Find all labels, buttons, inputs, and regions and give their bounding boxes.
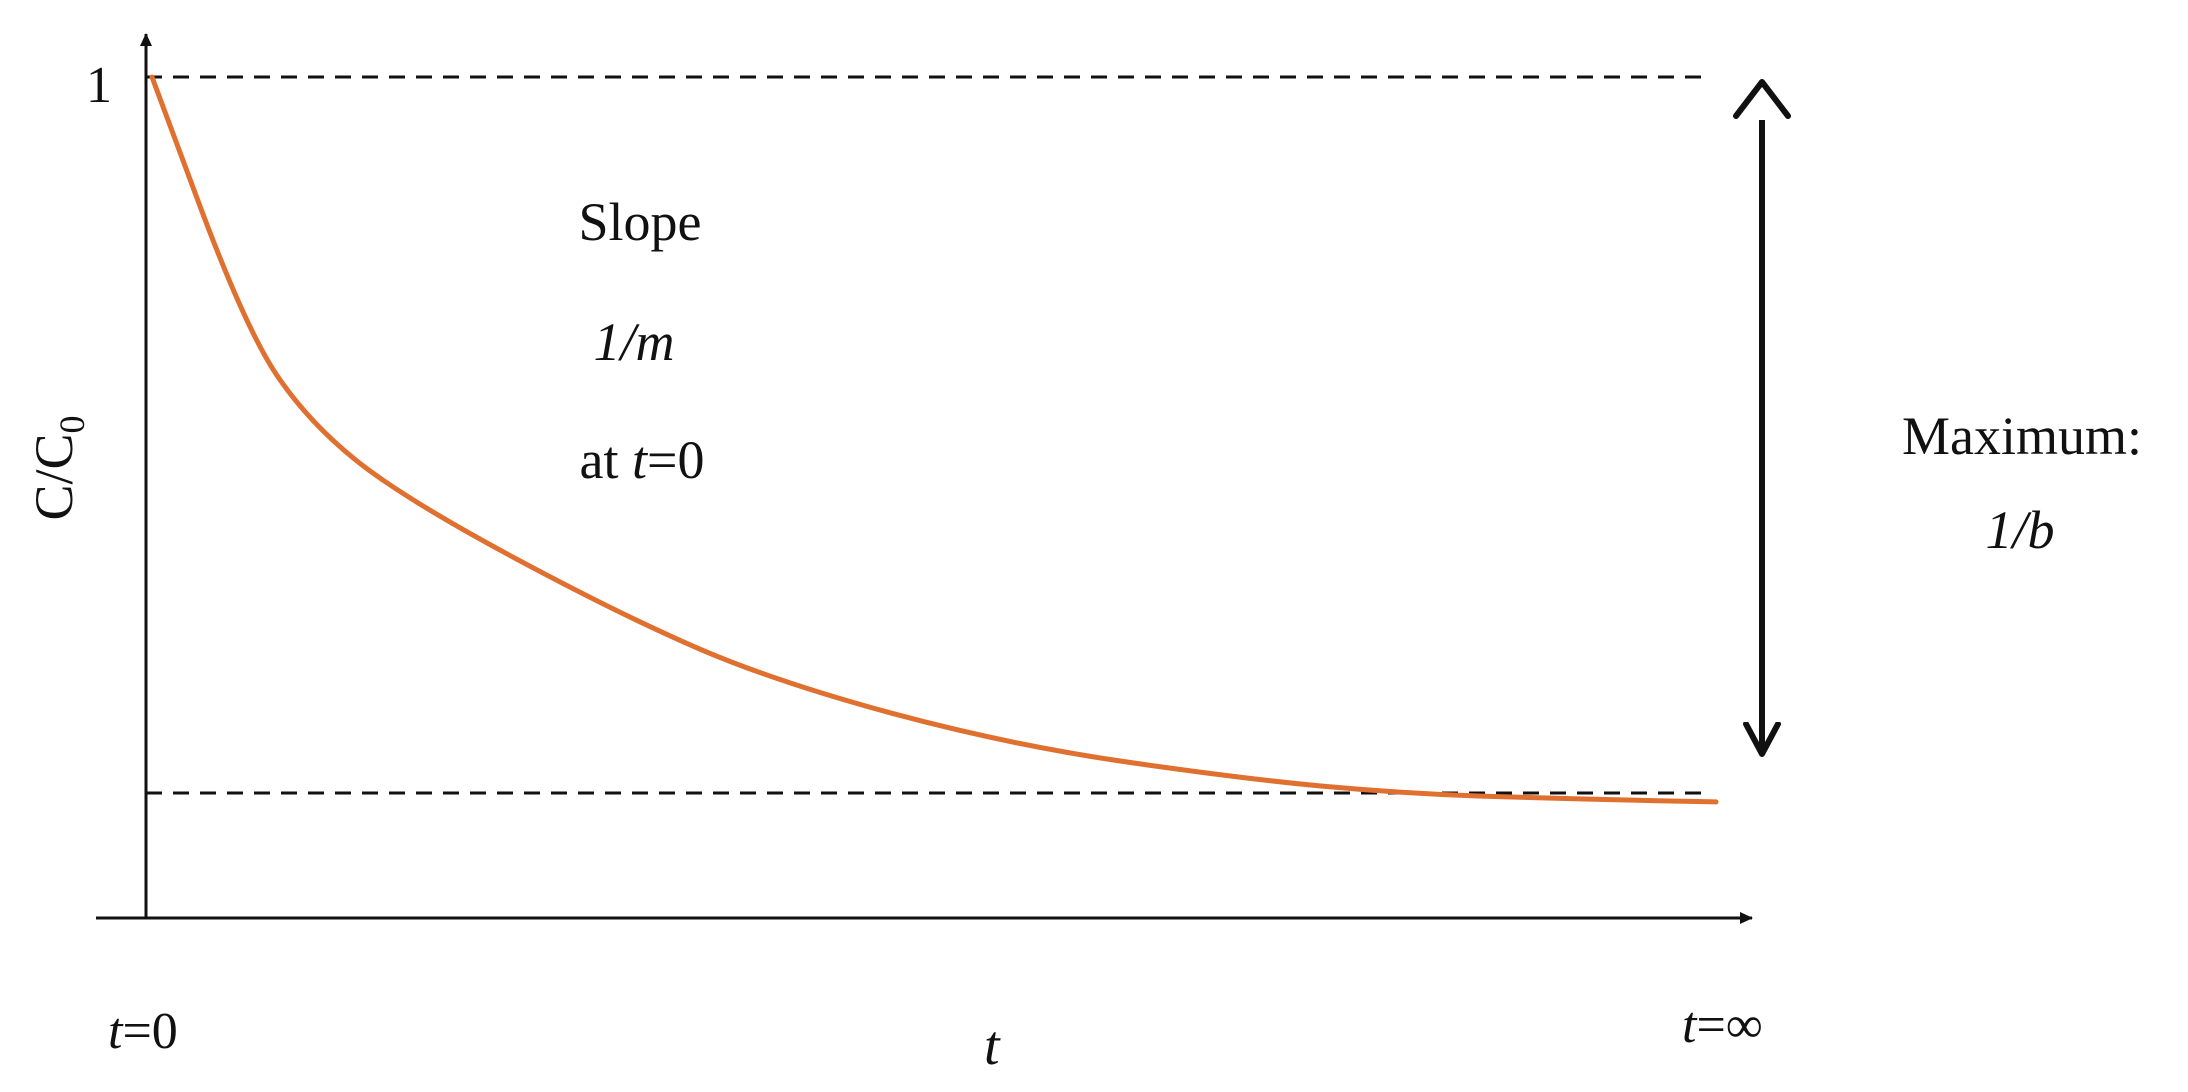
maximum-annotation-line1: Maximum: [1902, 406, 2142, 466]
maximum-annotation-line2: 1/b [1985, 500, 2054, 560]
x-axis-label: t [984, 1015, 1001, 1077]
x-right-label: t=∞ [1682, 997, 1763, 1054]
y-axis-label: C/C0 [24, 415, 92, 520]
decay-curve [149, 74, 1719, 805]
x-left-label: t=0 [108, 1003, 178, 1060]
y-top-tick-label: 1 [86, 57, 112, 114]
arrow-head-top [1733, 79, 1791, 119]
slope-annotation-line2: 1/m [593, 312, 674, 372]
slope-annotation-line3: at t=0 [580, 430, 705, 490]
slope-annotation-line1: Slope [578, 192, 701, 252]
